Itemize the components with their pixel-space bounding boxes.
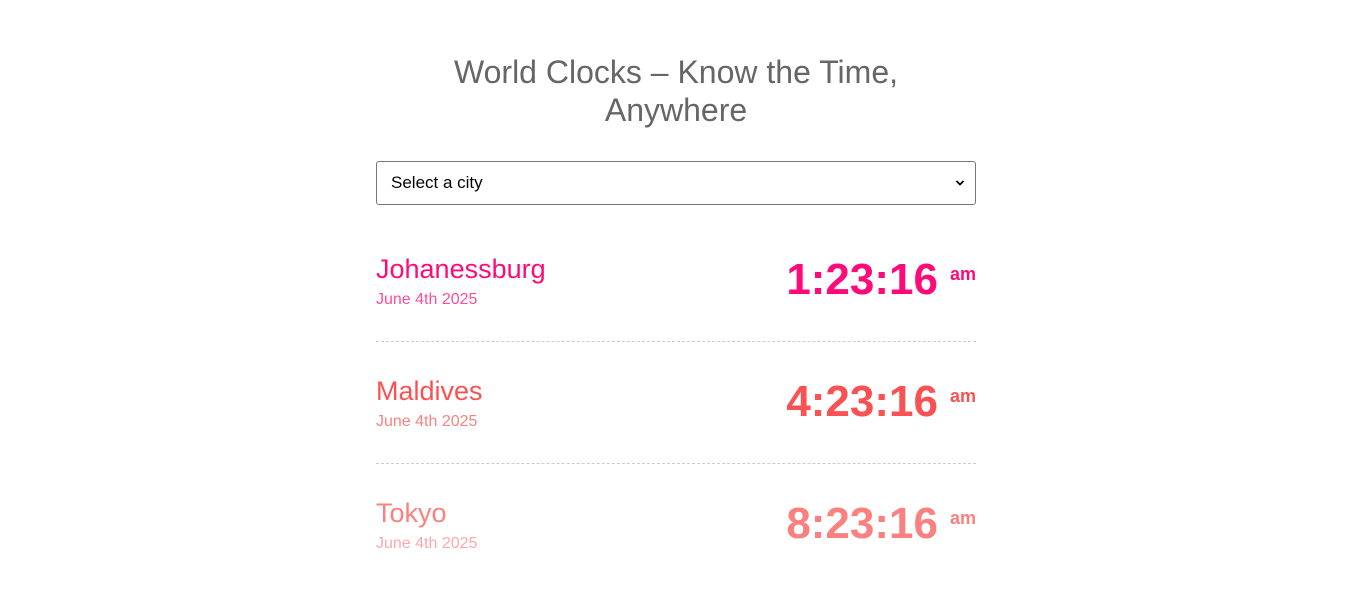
page-title-line-2: Anywhere (604, 92, 748, 128)
chevron-down-icon (955, 180, 965, 186)
city-info: Johanessburg June 4th 2025 (376, 253, 546, 309)
page-title: World Clocks – Know the Time, Anywhere (376, 53, 976, 129)
time-display: 1:23:16 am (786, 255, 976, 305)
time-value: 8:23:16 (786, 499, 938, 548)
city-name: Maldives (376, 376, 483, 406)
city-date: June 4th 2025 (376, 535, 478, 552)
time-value: 4:23:16 (786, 377, 938, 426)
clock-row: Johanessburg June 4th 2025 1:23:16 am (376, 243, 976, 342)
time-ampm: am (949, 386, 976, 406)
city-select[interactable]: Select a city (376, 161, 976, 205)
city-select-value: Select a city (391, 173, 483, 192)
page-container: World Clocks – Know the Time, Anywhere S… (376, 0, 976, 586)
city-date: June 4th 2025 (376, 291, 478, 308)
city-name: Tokyo (376, 498, 447, 528)
time-value: 1:23:16 (786, 255, 938, 304)
city-info: Maldives June 4th 2025 (376, 375, 483, 431)
city-info: Tokyo June 4th 2025 (376, 497, 477, 553)
city-name: Johanessburg (376, 254, 546, 284)
time-ampm: am (949, 508, 976, 528)
clock-row: Tokyo June 4th 2025 8:23:16 am (376, 487, 976, 586)
clock-list: Johanessburg June 4th 2025 1:23:16 am Ma… (376, 243, 976, 586)
page-title-line-1: World Clocks – Know the Time, (453, 54, 898, 90)
time-display: 4:23:16 am (786, 377, 976, 427)
time-display: 8:23:16 am (786, 499, 976, 549)
time-ampm: am (949, 264, 976, 284)
city-date: June 4th 2025 (376, 413, 478, 430)
city-select-wrapper: Select a city (376, 161, 976, 205)
clock-row: Maldives June 4th 2025 4:23:16 am (376, 365, 976, 464)
